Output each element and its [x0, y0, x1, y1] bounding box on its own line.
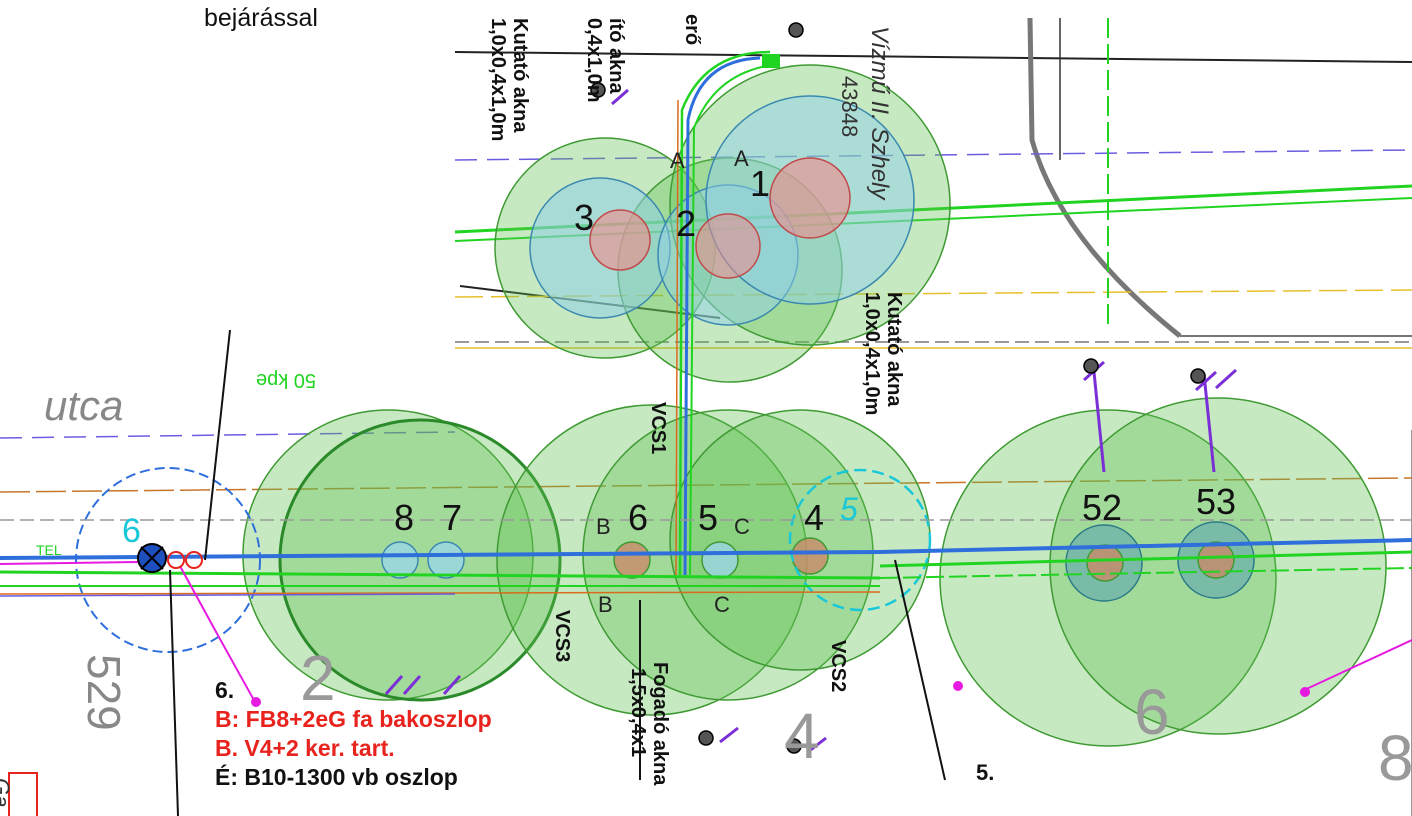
section-c2: C [714, 592, 730, 617]
section-a1: A [670, 148, 685, 173]
kutato-akna-c-dim: 1,0x0,4x1,0m [861, 292, 883, 415]
top-note: bejárással [204, 4, 318, 32]
parcel-529: 529 [78, 654, 130, 731]
kutato-akna-c: Kutató akna [883, 292, 905, 407]
buffer-zones-top [494, 64, 951, 383]
poles-purple [384, 88, 1238, 754]
section-b2: B [598, 592, 613, 617]
point-52: 52 [1082, 487, 1122, 528]
erol-label: erő [681, 14, 703, 45]
map-labels: utca 50 kpe 529 2 4 6 8 Vízmű II. Szhely… [36, 14, 1412, 794]
point-8: 8 [394, 497, 414, 538]
point-6: 6 [628, 497, 648, 538]
leader-lines [169, 329, 946, 816]
vizmu-label: Vízmű II. Szhely [866, 26, 893, 201]
legend-title: 6. [215, 677, 235, 703]
five-cyan-label: 5 [840, 491, 858, 527]
purple-dashed-line [0, 149, 1412, 439]
magenta-node-3 [1300, 687, 1310, 697]
point-4: 4 [804, 497, 824, 538]
section-a2: A [734, 146, 749, 171]
pole-markers [590, 22, 1206, 754]
section-b1: B [596, 514, 611, 539]
parcel-8: 8 [1378, 722, 1412, 794]
fogado-akna-dim: 1,5x0,4x1 [627, 668, 649, 757]
main-cable-bundle [0, 519, 1412, 597]
point-7: 7 [442, 497, 462, 538]
vcs2-label: VCS2 [827, 640, 849, 692]
blue-dashed-circle [75, 467, 261, 653]
vcs3-label: VCS3 [551, 610, 573, 662]
point-numbers: 1 2 3 4 5 6 7 8 52 53 [394, 163, 1236, 538]
kutato-akna-a: Kutató akna [509, 18, 531, 133]
pole-legend: 6. B: FB8+2eG fa bakoszlop B. V4+2 ker. … [215, 676, 492, 792]
point-53: 53 [1196, 481, 1236, 522]
corner-label: Ga [0, 778, 14, 808]
parcel-2: 2 [300, 642, 336, 714]
vcs1-label: VCS1 [647, 402, 669, 454]
cyan-dashed-circle [788, 468, 932, 612]
legend-line-3: É: B10-1300 vb oszlop [215, 764, 458, 790]
section-c1: C [734, 514, 750, 539]
tel-label: TEL [36, 542, 62, 558]
street-label: utca [44, 382, 123, 429]
kutato-akna-b: ító akna [605, 18, 627, 94]
parcel-6: 6 [1134, 676, 1170, 748]
fogado-akna: Fogadó akna [649, 662, 671, 786]
orange-line [0, 477, 1412, 493]
kutato-akna-b-dim: 0,4x1,0m [583, 18, 605, 103]
vizmu-number: 43848 [837, 76, 862, 137]
five-dot-label: 5. [976, 760, 994, 785]
six-cyan-label: 6 [122, 512, 141, 550]
point-1: 1 [750, 163, 770, 204]
legend-line-2: B. V4+2 ker. tart. [215, 735, 395, 761]
buffer-zones-bottom [242, 397, 1387, 747]
legend-line-1: B: FB8+2eG fa bakoszlop [215, 706, 492, 732]
street-kpe-label: 50 kpe [256, 369, 316, 391]
point-5: 5 [698, 497, 718, 538]
magenta-line [0, 561, 1412, 703]
section-letters: A A B B C C [596, 146, 750, 617]
magenta-node [251, 697, 261, 707]
parcel-4: 4 [784, 700, 820, 772]
magenta-node-2 [953, 681, 963, 691]
pole-6-marker [137, 543, 203, 573]
point-3: 3 [574, 197, 594, 238]
kutato-akna-a-dim: 1,0x0,4x1,0m [487, 18, 509, 141]
green-flag [762, 54, 780, 68]
point-2: 2 [676, 203, 696, 244]
corner-frame [8, 772, 38, 816]
